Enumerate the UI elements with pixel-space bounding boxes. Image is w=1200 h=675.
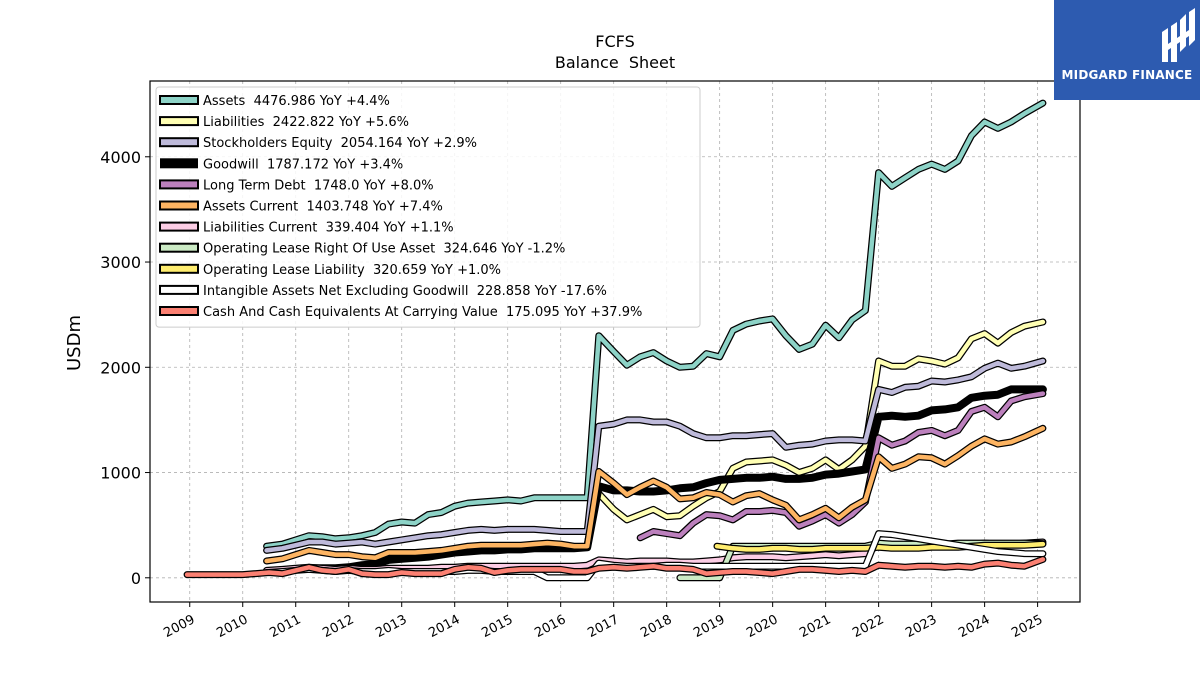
legend-swatch: [159, 95, 199, 105]
legend-label: Liabilities Current 339.404 YoY +1.1%: [203, 221, 454, 236]
series-line-cash-and-cash-equivalents-at-carrying-value: [184, 557, 1046, 577]
legend-swatch: [159, 137, 199, 148]
x-tick-label: 2021: [797, 612, 833, 641]
x-tick-label: 2010: [214, 612, 250, 641]
legend-swatch: [159, 221, 199, 232]
legend-label: Intangible Assets Net Excluding Goodwill…: [203, 284, 607, 299]
x-tick-label: 2020: [744, 612, 780, 641]
plot-frame: [149, 80, 1081, 603]
x-tick-label: 2024: [956, 612, 992, 641]
legend: Assets 4476.986 YoY +4.4% Liabilities 242…: [155, 86, 701, 328]
legend-swatch: [159, 200, 199, 211]
legend-swatch: [159, 116, 199, 127]
x-tick-label: 2019: [691, 612, 727, 641]
x-tick-label: 2011: [267, 612, 303, 641]
legend-label: Cash And Cash Equivalents At Carrying Va…: [203, 305, 642, 320]
x-tick-label: 2016: [532, 612, 568, 641]
series-line-long-term-debt: [637, 391, 1046, 541]
legend-swatch: [159, 179, 199, 190]
series-line-liabilities: [596, 319, 1046, 523]
legend-label: Stockholders Equity 2054.164 YoY +2.9%: [203, 136, 477, 151]
y-tick-label: 2000: [100, 358, 141, 377]
x-tick-label: 2009: [161, 612, 197, 641]
chart-title: FCFS: [595, 32, 634, 51]
brand-logo: MIDGARD FINANCE: [1054, 0, 1200, 100]
x-tick-label: 2025: [1009, 612, 1045, 641]
legend-label: Operating Lease Right Of Use Asset 324.6…: [203, 242, 565, 257]
legend-label: Assets Current 1403.748 YoY +7.4%: [203, 200, 443, 215]
legend-label: Long Term Debt 1748.0 YoY +8.0%: [203, 178, 434, 193]
series-line-goodwill: [262, 385, 1047, 576]
y-tick-label: 3000: [100, 253, 141, 272]
legend-swatch: [159, 284, 199, 295]
chart-subtitle: Balance Sheet: [555, 53, 675, 72]
y-axis-label: USDm: [64, 315, 85, 371]
legend-label: Assets 4476.986 YoY +4.4%: [203, 94, 390, 109]
legend-label: Operating Lease Liability 320.659 YoY +1…: [203, 263, 501, 278]
x-tick-label: 2012: [320, 612, 356, 641]
x-tick-label: 2018: [638, 612, 674, 641]
x-tick-label: 2017: [585, 612, 621, 641]
legend-box: [155, 86, 701, 328]
legend-swatch: [159, 242, 199, 253]
x-tick-label: 2022: [850, 612, 886, 641]
legend-label: Goodwill 1787.172 YoY +3.4%: [203, 157, 403, 172]
brand-name: MIDGARD FINANCE: [1061, 68, 1193, 82]
x-tick-label: 2013: [373, 612, 409, 641]
series-line-assets: [264, 100, 1046, 549]
legend-swatch: [160, 158, 198, 169]
x-tick-label: 2014: [426, 612, 462, 641]
legend-swatch: [159, 263, 199, 274]
y-tick-label: 4000: [100, 148, 141, 167]
legend-swatch: [159, 306, 199, 316]
y-tick-label: 1000: [100, 464, 141, 483]
legend-label: Liabilities 2422.822 YoY +5.6%: [203, 115, 409, 130]
y-tick-label: 0: [131, 569, 141, 588]
series-lines: [183, 99, 1047, 582]
x-tick-label: 2015: [479, 612, 515, 641]
logo-mark-icon: [1162, 8, 1195, 62]
x-tick-label: 2023: [903, 612, 939, 641]
series-line-operating-lease-liability: [714, 541, 1046, 552]
series-line-assets-current: [264, 426, 1046, 564]
series-line-stockholders-equity: [264, 358, 1046, 553]
